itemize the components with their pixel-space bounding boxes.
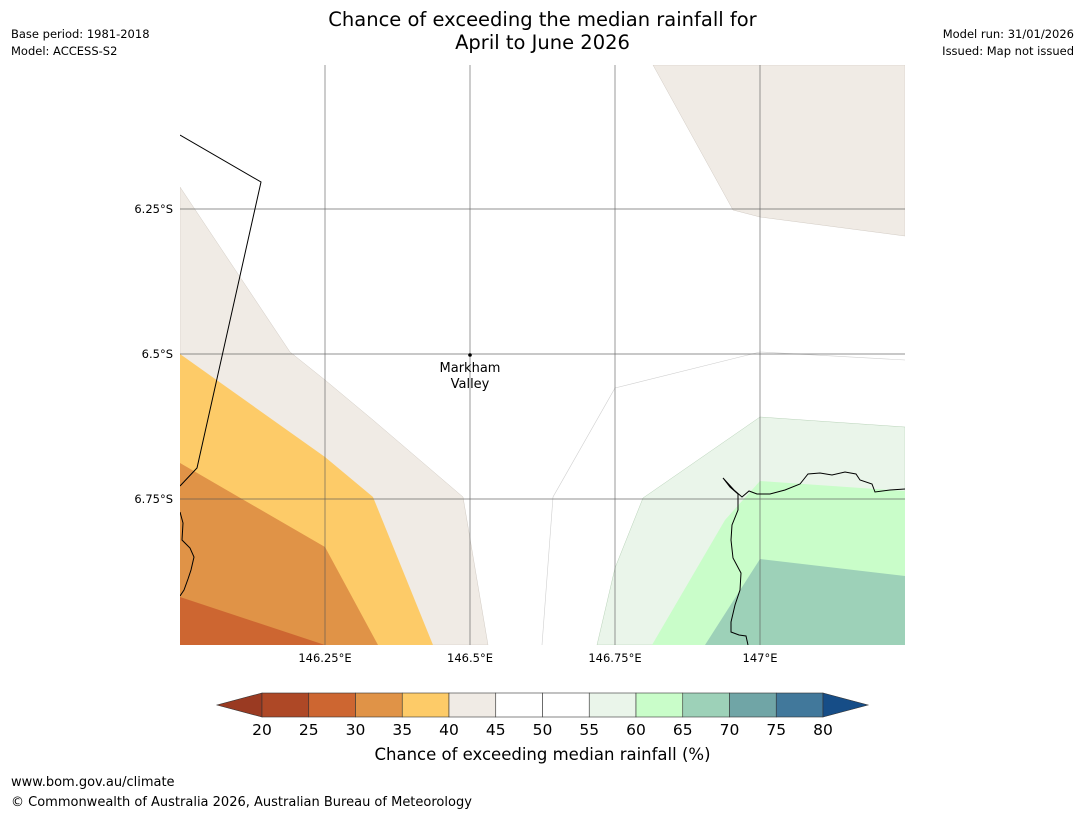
colorbar-swatch-50-55 bbox=[542, 692, 590, 718]
colorbar-swatch-25-30 bbox=[308, 692, 356, 718]
colorbar-swatch-70-75 bbox=[729, 692, 777, 718]
colorbar-tick-40: 40 bbox=[439, 721, 459, 739]
zone-30-35 bbox=[180, 463, 378, 645]
colorbar-swatch-55-60 bbox=[588, 692, 637, 718]
title-line-2: April to June 2026 bbox=[455, 31, 630, 54]
colorbar-swatch-65-70 bbox=[682, 692, 730, 718]
zone-25-30 bbox=[180, 597, 325, 645]
footer-copyright: © Commonwealth of Australia 2026, Austra… bbox=[11, 795, 472, 810]
lat-label-6-75: 6.75°S bbox=[134, 492, 173, 506]
coastline-right bbox=[722, 471, 905, 645]
footer-url: www.bom.gov.au/climate bbox=[11, 775, 175, 790]
colorbar-swatch-20-25 bbox=[261, 692, 310, 718]
colorbar-tick-70: 70 bbox=[720, 721, 740, 739]
colorbar-tick-20: 20 bbox=[252, 721, 272, 739]
lon-label-146-75: 146.75°E bbox=[588, 651, 641, 665]
lon-label-146-5: 146.5°E bbox=[447, 651, 493, 665]
place-label-line-2: Valley bbox=[451, 377, 490, 392]
colorbar-label: Chance of exceeding median rainfall (%) bbox=[374, 745, 711, 764]
colorbar-swatch-35-40 bbox=[401, 692, 450, 718]
colorbar-tick-50: 50 bbox=[533, 721, 553, 739]
zone-65-70 bbox=[705, 559, 905, 645]
colorbar-tick-35: 35 bbox=[392, 721, 412, 739]
colorbar-tick-55: 55 bbox=[579, 721, 599, 739]
location-marker bbox=[468, 353, 472, 357]
lon-label-147: 147°E bbox=[743, 651, 778, 665]
base-period-text: Base period: 1981-2018 bbox=[11, 27, 150, 41]
colorbar-swatches bbox=[215, 692, 870, 718]
zone-40-45-top-right bbox=[652, 65, 905, 237]
place-label-line-1: Markham bbox=[440, 361, 501, 376]
title-line-1: Chance of exceeding the median rainfall … bbox=[328, 8, 757, 31]
colorbar-tick-75: 75 bbox=[766, 721, 786, 739]
meta-left: Base period: 1981-2018 Model: ACCESS-S2 bbox=[11, 26, 150, 60]
colorbar-tick-80: 80 bbox=[813, 721, 833, 739]
colorbar-swatch-60-65 bbox=[635, 692, 684, 718]
colorbar-swatch-40-45 bbox=[448, 692, 497, 718]
issued-text: Issued: Map not issued bbox=[942, 44, 1074, 58]
district-boundary-line bbox=[180, 134, 262, 487]
lat-label-6-5: 6.5°S bbox=[142, 347, 173, 361]
model-run-text: Model run: 31/01/2026 bbox=[942, 27, 1074, 41]
colorbar-swatch-45-50 bbox=[495, 692, 543, 718]
map-title: Chance of exceeding the median rainfall … bbox=[0, 8, 1085, 54]
colorbar-tick-60: 60 bbox=[626, 721, 646, 739]
model-text: Model: ACCESS-S2 bbox=[11, 44, 118, 58]
colorbar-tick-45: 45 bbox=[486, 721, 506, 739]
colorbar-swatch-30-35 bbox=[355, 692, 403, 718]
graticule bbox=[180, 65, 905, 645]
lon-label-146-25: 146.25°E bbox=[298, 651, 351, 665]
coastline-left bbox=[180, 511, 195, 597]
colorbar-tick-65: 65 bbox=[673, 721, 693, 739]
colorbar-swatch-75-80 bbox=[775, 692, 824, 718]
meta-right: Model run: 31/01/2026 Issued: Map not is… bbox=[942, 26, 1074, 60]
colorbar-extend-low bbox=[215, 692, 263, 718]
colorbar-ticks: 20 25 30 35 40 45 50 55 60 65 70 75 80 bbox=[252, 721, 833, 739]
colorbar-tick-25: 25 bbox=[299, 721, 319, 739]
colorbar-extend-high bbox=[822, 692, 870, 718]
lat-label-6-25: 6.25°S bbox=[134, 202, 173, 216]
colorbar-tick-30: 30 bbox=[346, 721, 366, 739]
